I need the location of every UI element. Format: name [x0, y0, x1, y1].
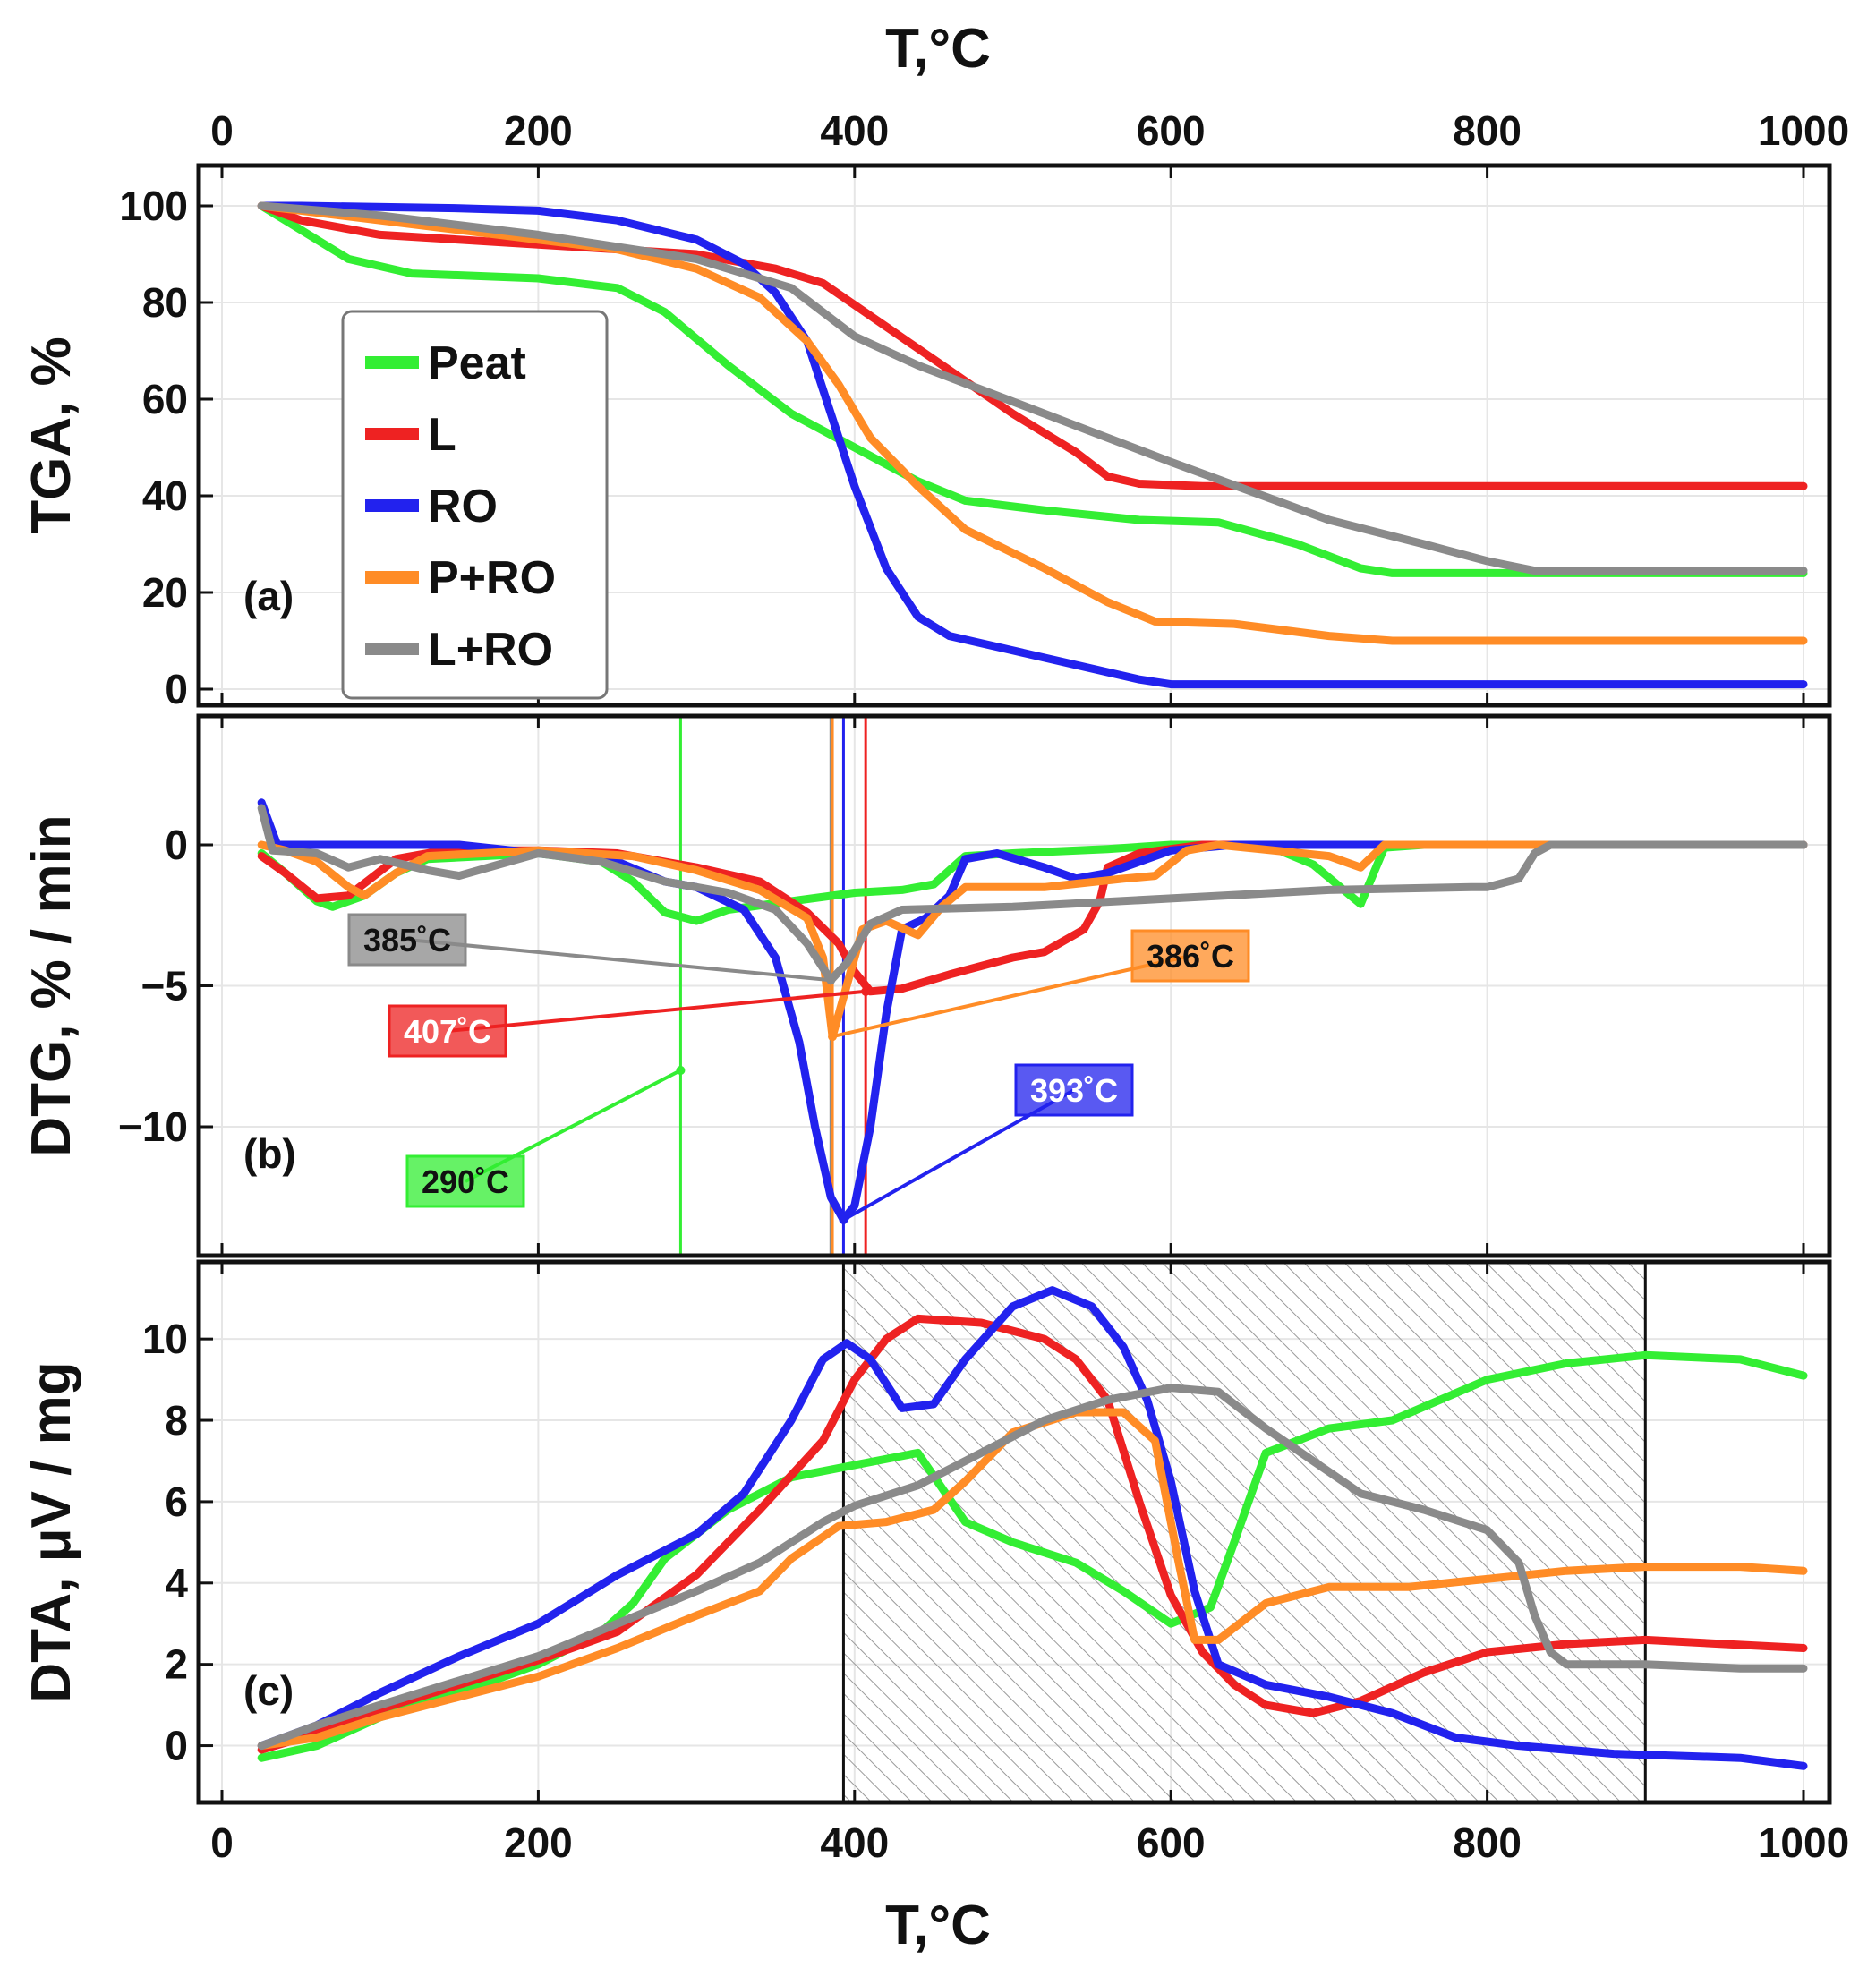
y-axis-label: TGA, %: [21, 337, 82, 533]
y-tick-label: 6: [165, 1478, 188, 1525]
y-axis-label: DTA, μV / mg: [21, 1361, 82, 1702]
callout-anchor: [826, 975, 836, 985]
top-x-tick-label: 800: [1453, 107, 1522, 154]
callout-407: 407˚C: [388, 986, 871, 1058]
top-x-tick-label: 600: [1137, 107, 1206, 154]
panel-tag: (c): [243, 1667, 294, 1714]
top-x-tick-label: 200: [504, 107, 573, 154]
callout-leader: [406, 938, 831, 983]
callout-label: 407˚C: [404, 1013, 491, 1050]
legend-label: L+RO: [428, 624, 553, 676]
y-axis-label: DTG, % / min: [21, 814, 82, 1156]
callout-box: [1014, 1063, 1134, 1117]
y-tick-label: 2: [165, 1641, 188, 1688]
top-x-tick-label: 0: [210, 107, 234, 154]
top-axis-title: T,°C: [885, 18, 991, 80]
callout-box: [388, 1004, 507, 1058]
panel-frame: [196, 1259, 1832, 1805]
panel-b: 0 −5 −10 DTG, % / min (b) 385˚C 386˚C 407˚C 393˚…: [21, 713, 1832, 1258]
series-line-l-ro: [257, 804, 1808, 984]
callout-label: 386˚C: [1147, 938, 1234, 975]
panel-frame: [196, 163, 1832, 708]
y-tick-label: 80: [142, 279, 188, 326]
bottom-x-tick-label: 600: [1137, 1819, 1206, 1866]
y-tick-label: −5: [141, 963, 188, 1010]
legend-box: [341, 310, 609, 700]
callout-box: [1130, 929, 1250, 983]
y-tick-label: 20: [142, 569, 188, 616]
callout-393: 393˚C: [839, 1063, 1134, 1224]
y-tick-label: 100: [119, 183, 188, 229]
bottom-axis-title: T,°C: [885, 1895, 991, 1956]
callout-leader: [831, 954, 1191, 1039]
series-line-l-ro: [257, 201, 1808, 575]
y-tick-label: 8: [165, 1397, 188, 1444]
bottom-x-tick-label: 400: [820, 1819, 889, 1866]
series-line-peat: [257, 201, 1808, 577]
panel-a: 0 20 40 60 80 100 TGA, % (a): [21, 163, 1832, 712]
legend-label: Peat: [428, 337, 526, 389]
callout-290: 290˚C: [405, 1066, 686, 1208]
bottom-x-tick-label: 1000: [1758, 1819, 1849, 1866]
top-x-tick-label: 400: [820, 107, 889, 154]
callout-anchor: [861, 986, 871, 996]
callout-anchor: [828, 1032, 838, 1042]
y-tick-label: 4: [165, 1560, 188, 1606]
shaded-region: [843, 1262, 1646, 1802]
y-tick-label: 10: [142, 1316, 188, 1362]
callout-label: 385˚C: [363, 922, 451, 958]
legend-label: RO: [428, 481, 498, 532]
callout-386: 386˚C: [828, 929, 1250, 1042]
y-tick-label: 0: [165, 1723, 188, 1769]
callout-385: 385˚C: [347, 913, 836, 985]
callout-box: [405, 1154, 525, 1208]
panel-tag: (b): [243, 1130, 296, 1177]
legend-label: P+RO: [428, 552, 556, 604]
legend-label: L: [428, 409, 456, 461]
y-tick-label: 0: [165, 822, 188, 868]
series-line-ro: [257, 201, 1808, 689]
series-line-l-ro: [257, 1384, 1808, 1751]
y-tick-label: 60: [142, 376, 188, 422]
bottom-x-tick-label: 200: [504, 1819, 573, 1866]
callout-leader: [447, 989, 866, 1033]
callout-label: 393˚C: [1030, 1072, 1118, 1109]
y-tick-label: 0: [165, 666, 188, 712]
callout-label: 290˚C: [422, 1163, 509, 1200]
callout-box: [347, 913, 467, 967]
panel-tag: (a): [243, 573, 294, 619]
series-line-l: [257, 1314, 1808, 1754]
panel-c: 0 2 4 6 8 10 DTA, μV / mg (c): [21, 1259, 1832, 1805]
series-line-ro: [257, 1286, 1808, 1770]
y-tick-label: 40: [142, 473, 188, 519]
top-x-tick-label: 1000: [1758, 107, 1849, 154]
callout-anchor: [676, 1066, 686, 1075]
series-line-l: [257, 201, 1808, 490]
bottom-x-tick-label: 0: [210, 1819, 234, 1866]
callout-anchor: [839, 1214, 848, 1224]
legend: Peat L RO P+RO L+RO: [341, 310, 609, 700]
y-tick-label: −10: [118, 1103, 188, 1150]
bottom-x-tick-label: 800: [1453, 1819, 1522, 1866]
